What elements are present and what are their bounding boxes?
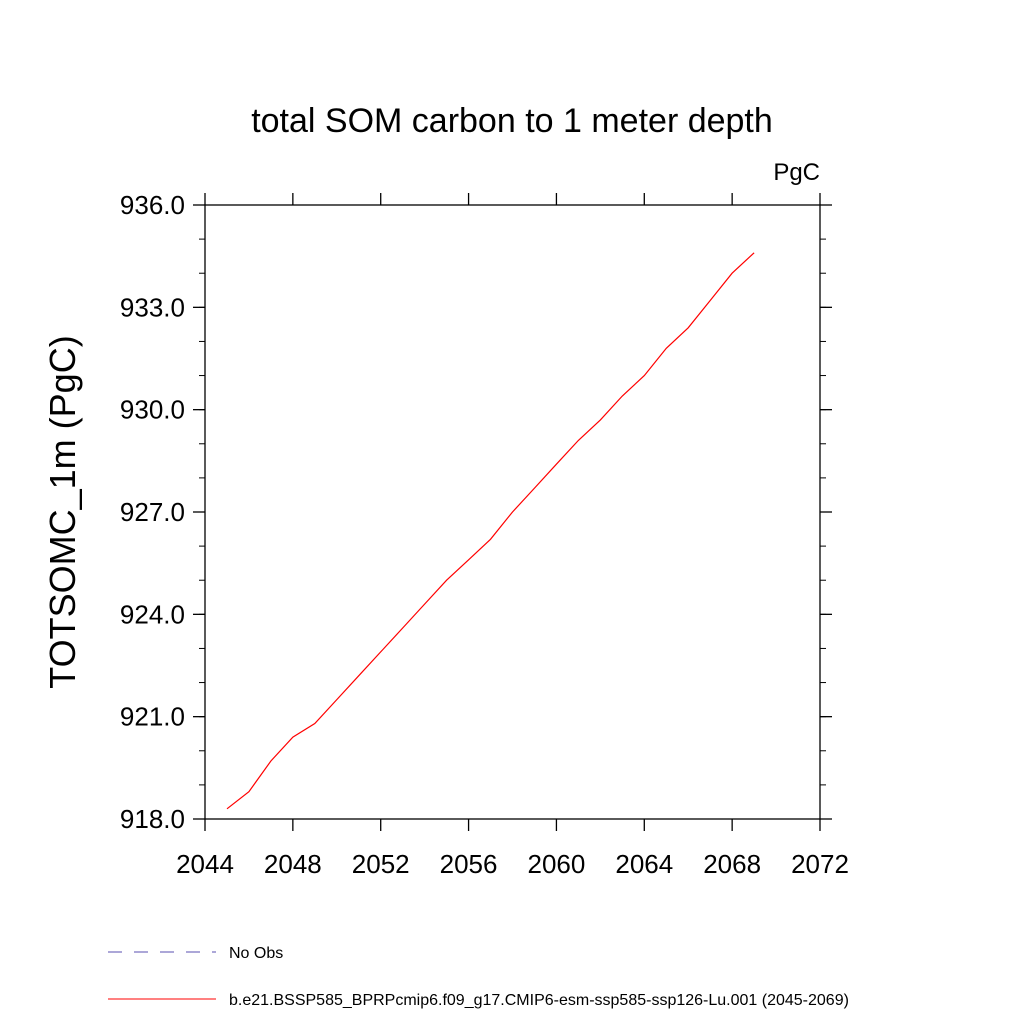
legend-label: No Obs	[229, 945, 283, 962]
x-tick-label: 2072	[791, 849, 849, 879]
x-tick-label: 2056	[440, 849, 498, 879]
chart-title: total SOM carbon to 1 meter depth	[251, 102, 773, 140]
legend: No Obs b.e21.BSSP585_BPRPcmip6.f09_g17.CM…	[108, 945, 849, 1009]
x-tick-label: 2052	[352, 849, 410, 879]
series-line	[226, 252, 755, 810]
x-tick-label: 2060	[528, 849, 586, 879]
series-layer	[226, 252, 755, 810]
x-axis: 2044 2048 2052 2056 2060 2064 2068 2072	[176, 193, 849, 879]
x-tick-label: 2064	[615, 849, 673, 879]
y-tick-label: 936.0	[120, 190, 185, 220]
y-axis-label: TOTSOMC_1m (PgC)	[42, 335, 83, 688]
x-tick-label: 2044	[176, 849, 234, 879]
y-tick-label: 933.0	[120, 292, 185, 322]
y-tick-label: 918.0	[120, 804, 185, 834]
y-tick-label: 930.0	[120, 395, 185, 425]
legend-label: b.e21.BSSP585_BPRPcmip6.f09_g17.CMIP6-es…	[229, 992, 849, 1009]
y-axis: 918.0 921.0 924.0 927.0 930.0 933.0 936.0	[120, 190, 832, 834]
y-tick-label: 927.0	[120, 497, 185, 527]
x-tick-label: 2048	[264, 849, 322, 879]
x-tick-label: 2068	[703, 849, 761, 879]
units-label: PgC	[773, 159, 820, 186]
y-tick-label: 924.0	[120, 599, 185, 629]
y-tick-label: 921.0	[120, 702, 185, 732]
